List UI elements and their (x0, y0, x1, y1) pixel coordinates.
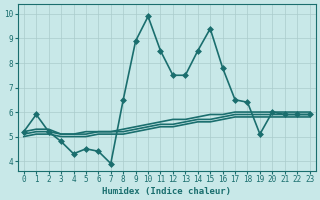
X-axis label: Humidex (Indice chaleur): Humidex (Indice chaleur) (102, 187, 231, 196)
